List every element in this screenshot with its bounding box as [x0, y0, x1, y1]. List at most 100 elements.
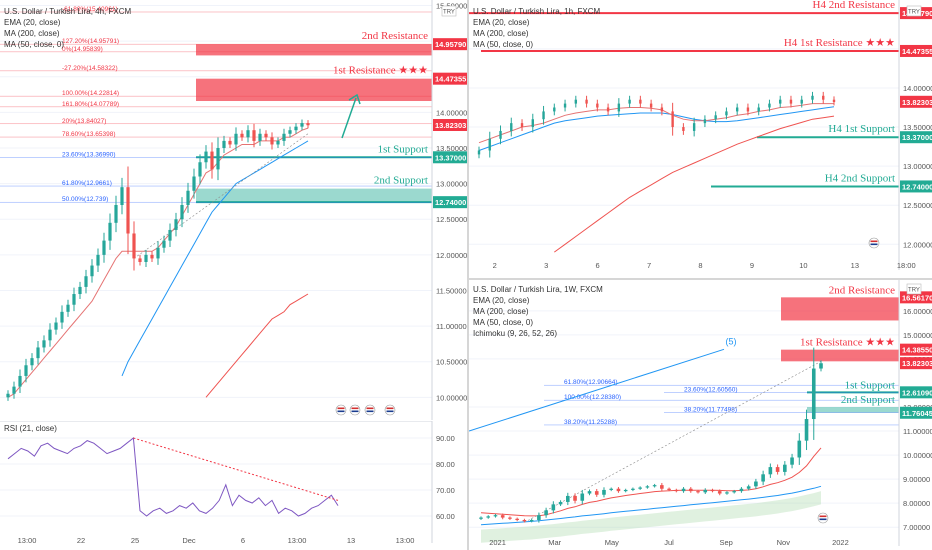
candle-body — [138, 258, 142, 262]
fib-label: 161.80%(14.07789) — [62, 101, 119, 108]
candle-body — [198, 162, 202, 177]
legend-4h: U.S. Dollar / Turkish Lira, 4h, FXCM EMA… — [4, 6, 131, 50]
price-tick-label: 12.00000 — [903, 240, 932, 249]
candle-body — [645, 486, 650, 488]
price-label-tag — [433, 38, 467, 51]
price-tick-label: 10.50000 — [436, 358, 467, 367]
candle-body — [768, 103, 771, 108]
time-tick-label: 18:00 — [897, 261, 916, 270]
candle-body — [488, 138, 491, 151]
panel-divider-vertical[interactable] — [467, 0, 469, 550]
price-label-tag — [433, 151, 467, 164]
price-label-tag — [900, 131, 932, 144]
candle-body — [602, 489, 606, 495]
candle-body — [522, 519, 527, 522]
candle-body — [692, 123, 696, 131]
ma200-line — [554, 115, 835, 253]
price-label-text: 13.82303 — [902, 98, 932, 107]
chart-4h-panel: 2nd Resistance 1st Resistance ★★★ 1st Supp… — [0, 0, 467, 420]
candle-body — [228, 140, 232, 145]
candle-body — [180, 205, 184, 220]
candle-body — [725, 492, 729, 494]
chart-1h[interactable]: H4 2nd Resistance H4 1st Resistance ★★★ H4… — [469, 0, 932, 278]
time-tick-label: 2022 — [832, 538, 849, 547]
price-label-text: 13.37000 — [435, 153, 466, 162]
candle-body — [606, 107, 610, 112]
price-label-text: 16.56170 — [902, 293, 932, 302]
candle-body — [553, 107, 556, 112]
candle-body — [108, 222, 112, 241]
zone-box — [781, 297, 899, 321]
event-flag-icon-stripe — [366, 410, 374, 413]
fib-label: 61.80%(12.90664) — [564, 379, 618, 386]
candle-body — [544, 510, 548, 516]
candle-body — [102, 240, 106, 255]
price-tick-label: 13.00000 — [903, 162, 932, 171]
price-tick-label: 11.00000 — [436, 322, 467, 331]
candle-body — [18, 375, 22, 387]
candle-body — [696, 491, 700, 493]
candle-body — [563, 103, 567, 108]
time-tick-label: 13:00 — [288, 536, 307, 545]
candle-body — [520, 123, 524, 128]
legend-ma50: MA (50, close, 0) — [473, 40, 534, 49]
candle-body — [822, 95, 825, 100]
candle-body — [739, 488, 744, 492]
price-label-tag — [900, 95, 932, 108]
fib-label: 50.00%(12.739) — [62, 196, 108, 203]
candle-body — [90, 265, 94, 277]
candle-body — [36, 347, 40, 359]
time-tick-label: Jul — [664, 538, 674, 547]
candle-body — [30, 358, 34, 366]
candle-body — [162, 240, 166, 248]
level-label: H4 1st Resistance ★★★ — [784, 37, 895, 49]
time-tick-label: 2 — [493, 261, 497, 270]
candle-body — [674, 489, 679, 492]
price-label-tag — [900, 386, 932, 399]
candle-body — [714, 115, 717, 120]
candle-body — [811, 368, 816, 420]
price-tick-label: 15.00000 — [903, 331, 932, 340]
candle-body — [529, 519, 534, 522]
candle-body — [150, 254, 154, 259]
price-label-tag — [900, 406, 932, 419]
candle-body — [566, 495, 570, 502]
legend-symbol: U.S. Dollar / Turkish Lira, 1W, FXCM — [473, 285, 603, 294]
time-tick-label: 22 — [77, 536, 85, 545]
candle-body — [580, 493, 585, 501]
candle-body — [638, 487, 642, 489]
candle-body — [186, 190, 190, 205]
candle-body — [48, 329, 52, 341]
candle-body — [660, 107, 664, 112]
fib-label: 100.00%(14.22814) — [62, 90, 119, 97]
fib-label: 38.20%(11.77498) — [684, 406, 737, 413]
candle-body — [551, 504, 556, 511]
currency-badge-text: TRY — [908, 288, 920, 294]
price-tick-label: 13.50000 — [436, 144, 467, 153]
currency-badge — [441, 5, 457, 17]
time-tick-label: 13:00 — [18, 536, 37, 545]
price-label-text: 12.74000 — [435, 198, 466, 207]
candle-body — [652, 485, 657, 487]
legend-ma50: MA (50, close, 0) — [4, 40, 65, 49]
price-tick-label: 10.00000 — [903, 451, 932, 460]
candle-body — [510, 123, 513, 131]
legend-ma200: MA (200, close) — [473, 307, 529, 316]
event-flag-icon-stripe — [351, 410, 359, 413]
event-flag-icon — [868, 237, 880, 249]
event-flag-icon — [349, 404, 361, 416]
price-label-text: 14.47355 — [902, 47, 932, 56]
fib-label: 78.60%(13.65398) — [62, 131, 116, 138]
candle-body — [757, 107, 760, 112]
panel-divider-horizontal[interactable] — [469, 278, 932, 280]
price-label-text: 13.82303 — [435, 121, 466, 130]
price-tick-label: 16.00000 — [903, 307, 932, 316]
price-label-text: 11.76045 — [902, 409, 932, 418]
price-label-tag — [900, 357, 932, 370]
chart-rsi[interactable]: 90.00 80.00 70.00 60.00 13:00 22 25 Dec 6 13:00 13… — [0, 421, 467, 550]
candle-body — [508, 517, 512, 519]
candle-body — [746, 107, 750, 112]
candle-body — [246, 130, 250, 138]
